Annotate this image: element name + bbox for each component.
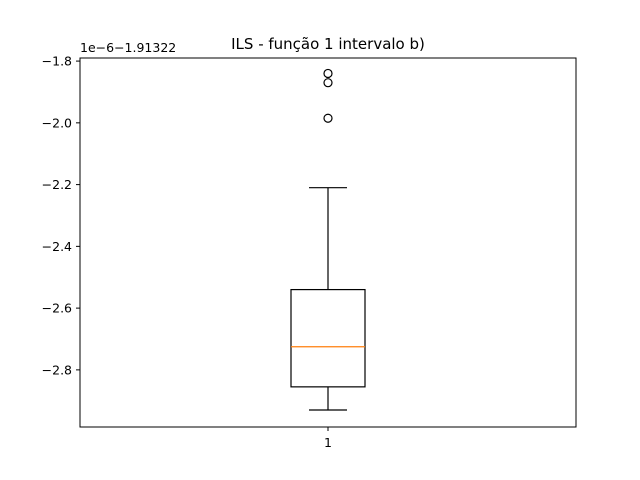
iqr-box [290,288,366,388]
y-tick-label: −1.8 [42,54,72,69]
y-tick-label: −2.8 [42,362,72,377]
y-tick-label: −2.0 [42,115,72,130]
y-axis-offset-label: 1e−6−1.91322 [80,40,176,55]
outlier-point [323,113,333,123]
outlier-point [323,68,333,79]
chart-title: ILS - função 1 intervalo b) [231,35,425,53]
y-tick-label: −2.6 [42,301,72,316]
y-tick-label: −2.4 [42,239,72,254]
y-tick-label: −2.2 [42,177,72,192]
outlier-point [323,78,333,88]
x-tick-label: 1 [324,435,332,450]
